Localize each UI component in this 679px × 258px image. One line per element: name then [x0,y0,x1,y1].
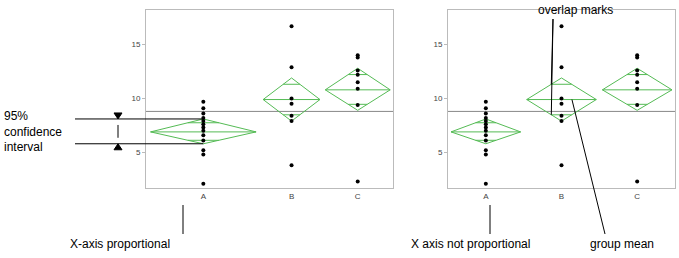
svg-text:B: B [289,192,294,201]
svg-text:B: B [559,192,564,201]
svg-text:A: A [201,192,207,201]
svg-text:C: C [634,192,640,201]
svg-text:A: A [483,192,489,201]
svg-text:X-axis proportional: X-axis proportional [70,237,170,251]
svg-text:5: 5 [136,148,141,157]
svg-text:10: 10 [433,94,442,103]
svg-text:C: C [355,192,361,201]
svg-text:5: 5 [438,148,443,157]
svg-text:10: 10 [131,94,140,103]
svg-text:overlap marks: overlap marks [538,3,613,17]
svg-text:15: 15 [131,40,140,49]
svg-text:X axis not proportional: X axis not proportional [411,237,530,251]
svg-text:95%confidenceinterval: 95%confidenceinterval [4,109,62,154]
svg-text:group mean: group mean [590,237,654,251]
svg-text:15: 15 [433,40,442,49]
